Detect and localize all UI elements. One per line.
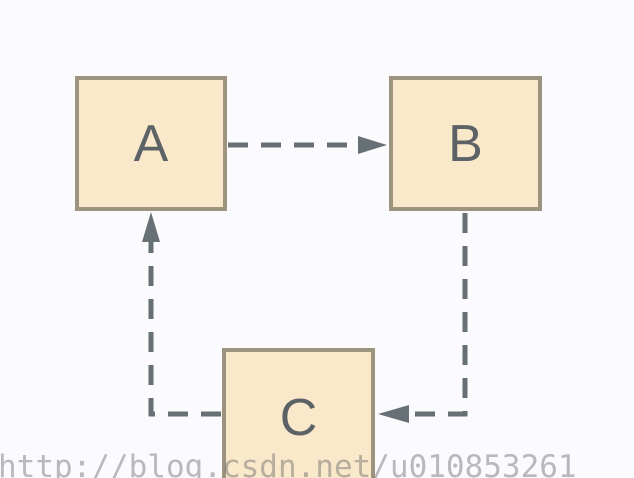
arrowhead-a-to-b <box>358 136 387 154</box>
edge-a-to-b <box>228 136 387 154</box>
edge-c-to-a <box>142 212 221 417</box>
node-a-label: A <box>133 114 169 173</box>
watermark: http://blog.csdn.net/u010853261 <box>0 452 577 478</box>
node-b-label: B <box>448 114 483 173</box>
node-b: B <box>389 76 542 211</box>
node-c: C <box>222 348 375 478</box>
arrowhead-c-to-a <box>142 212 160 242</box>
node-c-label: C <box>279 389 318 447</box>
arrowhead-b-to-c <box>378 405 409 423</box>
edge-b-to-c <box>378 213 468 423</box>
node-a: A <box>75 76 227 211</box>
